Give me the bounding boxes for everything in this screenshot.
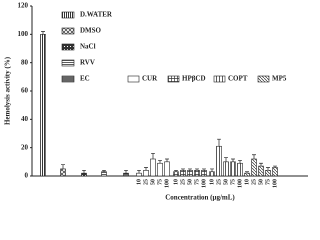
x-tick-label: 100 <box>237 179 243 188</box>
y-tick-label: 120 <box>18 2 29 10</box>
y-axis-title: Hemolysis activity (%) <box>4 56 12 125</box>
bar <box>81 172 87 177</box>
error-bar <box>224 157 228 162</box>
legend-swatch <box>257 75 270 83</box>
x-tick-label: 100 <box>201 179 207 188</box>
legend-swatch <box>61 27 75 35</box>
legend-label: DMSO <box>80 27 102 35</box>
bar <box>136 172 142 177</box>
bar <box>40 34 46 177</box>
bar <box>150 158 156 177</box>
legend-label: NaCl <box>80 43 96 51</box>
error-bar <box>82 169 86 174</box>
error-bar <box>217 138 221 147</box>
bar <box>123 172 129 177</box>
bar <box>187 170 193 177</box>
y-tick-label: 0 <box>25 172 29 180</box>
x-tick-label: 25 <box>180 179 186 185</box>
error-bar <box>188 168 192 171</box>
x-axis-title: Concentration (μg/mL) <box>165 194 235 202</box>
y-tick-label: 100 <box>18 30 29 38</box>
legend-swatch <box>213 75 226 83</box>
x-tick-label: 50 <box>258 179 264 185</box>
legend-swatch <box>61 75 75 83</box>
error-bar <box>259 162 263 167</box>
x-tick-label: 25 <box>216 179 222 185</box>
bar <box>265 170 271 177</box>
error-bar <box>181 168 185 171</box>
x-tick-label: 75 <box>265 179 271 185</box>
x-tick-label: 10 <box>173 179 179 185</box>
y-tick-label: 40 <box>21 115 29 123</box>
legend-label: D.WATER <box>80 11 113 19</box>
x-tick-label: 100 <box>164 179 170 188</box>
legend-label: EC <box>80 75 90 83</box>
error-bar <box>202 168 206 171</box>
bar <box>237 162 243 177</box>
error-bar <box>266 167 270 171</box>
bar <box>180 170 186 177</box>
legend-label: HPβCD <box>182 75 206 83</box>
error-bar <box>210 168 214 172</box>
legend-swatch <box>61 11 75 19</box>
error-bar <box>41 31 45 35</box>
x-tick-label: 10 <box>209 179 215 185</box>
x-tick-label: 50 <box>223 179 229 185</box>
x-tick-label: 25 <box>251 179 257 185</box>
error-bar <box>61 164 65 169</box>
bar <box>209 171 215 177</box>
error-bar <box>102 169 106 172</box>
chart: Hemolysis activity (%) Concentration (μg… <box>4 2 308 202</box>
legend-swatch <box>61 59 75 67</box>
error-bar <box>273 165 277 168</box>
legend-label: RVV <box>80 59 95 67</box>
x-tick-label: 50 <box>187 179 193 185</box>
bar <box>143 170 149 177</box>
x-tick-label: 10 <box>244 179 250 185</box>
bar <box>164 161 170 177</box>
bar <box>173 171 179 177</box>
bar <box>258 165 264 177</box>
legend-label: COPT <box>228 75 248 83</box>
y-tick-label: 20 <box>21 143 29 151</box>
x-tick-label: 50 <box>150 179 156 185</box>
x-tick-label: 10 <box>136 179 142 185</box>
error-bar <box>158 160 162 164</box>
bar <box>60 168 66 177</box>
legend-swatch <box>127 75 140 83</box>
error-bar <box>238 160 242 164</box>
error-bar <box>144 167 148 171</box>
bar <box>251 158 257 177</box>
bar <box>201 170 207 177</box>
bar <box>194 170 200 177</box>
x-tick-label: 25 <box>143 179 149 185</box>
bar <box>244 172 250 177</box>
x-tick-label: 75 <box>157 179 163 185</box>
bar <box>101 171 107 177</box>
bar <box>216 145 222 177</box>
x-tick-label: 75 <box>194 179 200 185</box>
bar <box>157 162 163 177</box>
legend-label: MP5 <box>272 75 287 83</box>
error-bar <box>124 169 128 174</box>
bar <box>223 161 229 177</box>
bar <box>272 167 278 177</box>
error-bar <box>151 152 155 159</box>
bar <box>230 161 236 177</box>
x-tick-label: 75 <box>230 179 236 185</box>
error-bar <box>195 168 199 171</box>
error-bar <box>165 158 169 162</box>
legend-swatch <box>61 43 75 51</box>
error-bar <box>231 158 235 162</box>
error-bar <box>252 154 256 159</box>
error-bar <box>174 169 178 172</box>
y-tick-label: 80 <box>21 58 29 66</box>
error-bar <box>245 171 249 174</box>
legend-label: CUR <box>142 75 158 83</box>
error-bar <box>137 169 141 174</box>
y-tick-label: 60 <box>21 87 29 95</box>
legend-swatch <box>167 75 180 83</box>
x-tick-label: 100 <box>272 179 278 188</box>
